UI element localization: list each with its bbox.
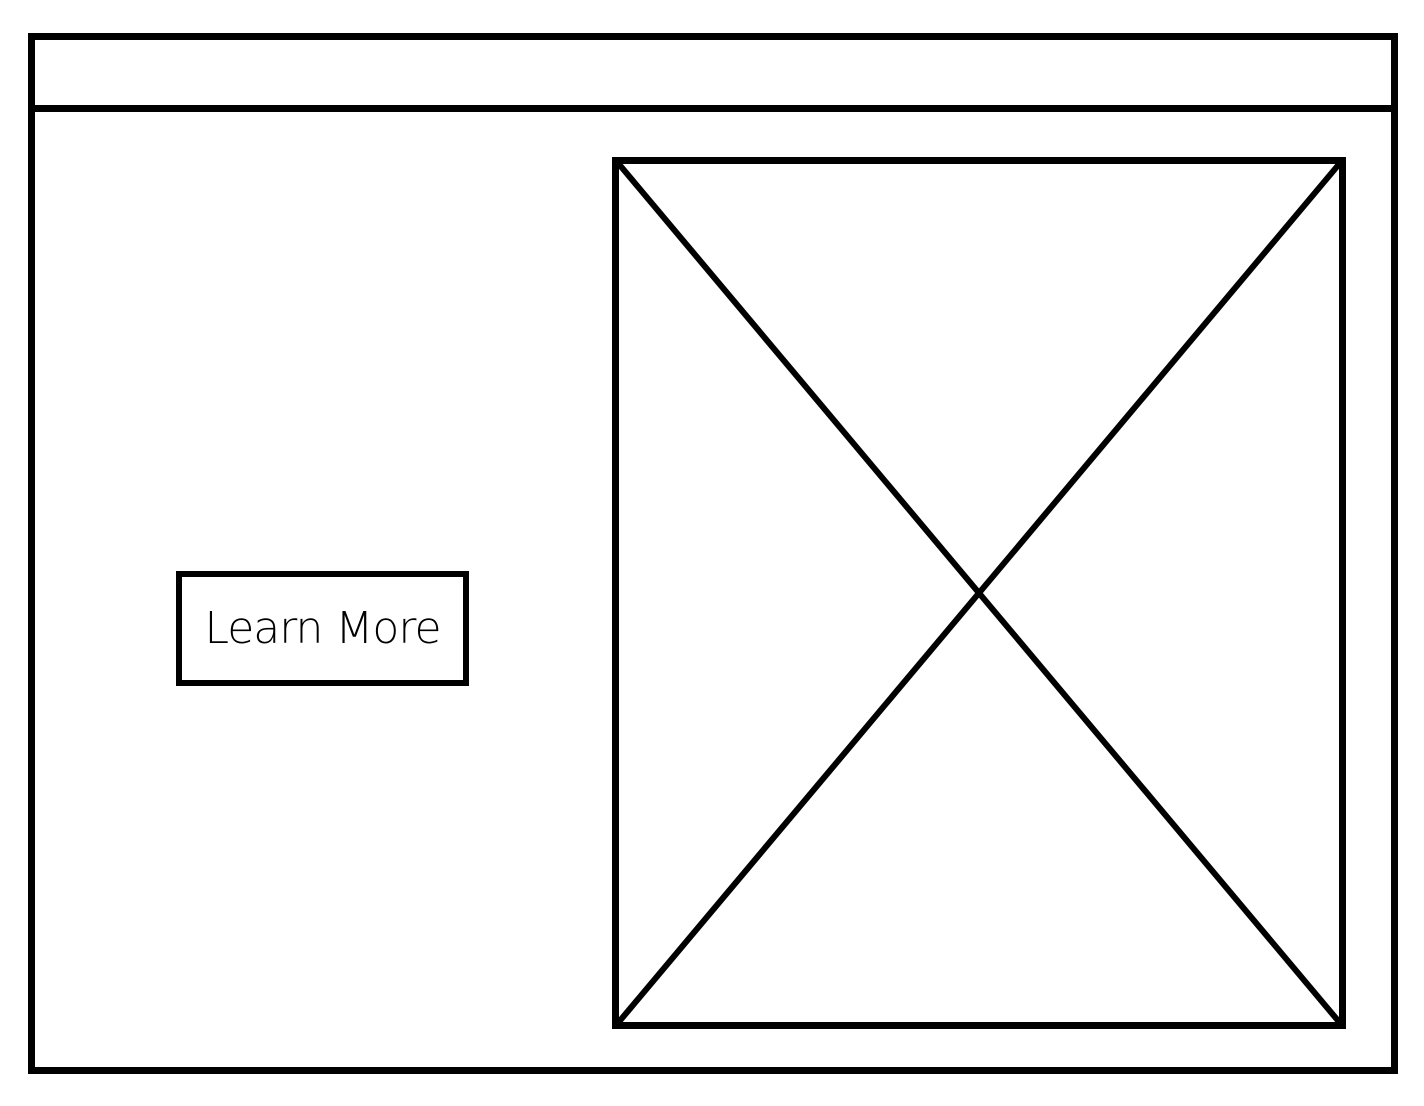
learn-more-button[interactable]: Learn More — [176, 571, 469, 686]
main-content: Learn More — [35, 112, 1391, 1067]
image-placeholder — [612, 157, 1346, 1029]
image-placeholder-cross-icon — [612, 157, 1346, 1029]
header-bar — [35, 40, 1391, 112]
browser-window-frame: Learn More — [28, 33, 1398, 1074]
